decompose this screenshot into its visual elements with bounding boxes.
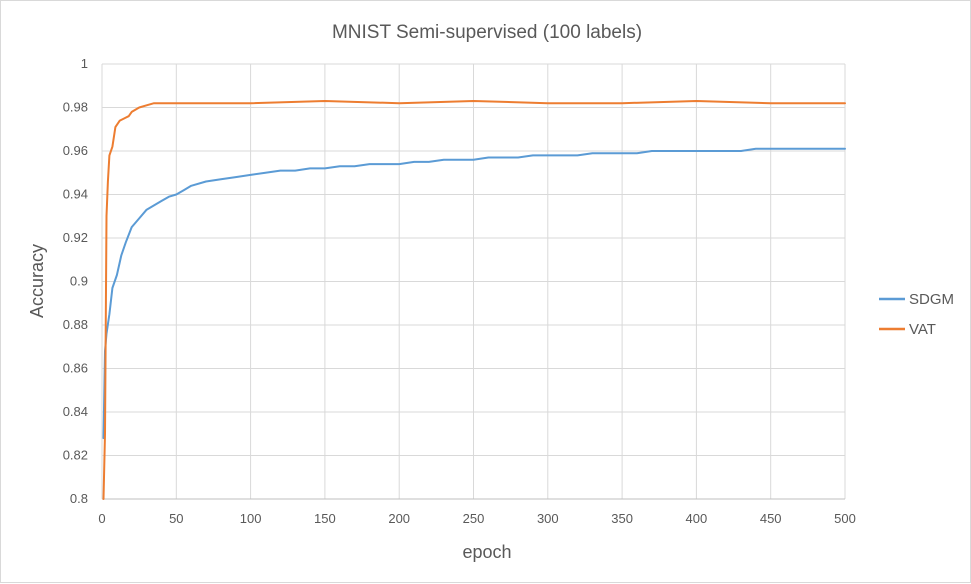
y-axis-ticks: 0.8 0.82 0.84 0.86 0.88 0.9 0.92 0.94 0.96 0.98 1 xyxy=(63,56,88,506)
x-tick-label: 100 xyxy=(240,511,262,526)
series-line-sdgm xyxy=(102,147,846,440)
x-tick-label: 0 xyxy=(98,511,105,526)
x-tick-label: 150 xyxy=(314,511,336,526)
x-tick-label: 500 xyxy=(834,511,856,526)
y-tick-label: 0.82 xyxy=(63,448,88,463)
x-tick-label: 200 xyxy=(388,511,410,526)
y-tick-label: 0.9 xyxy=(70,274,88,289)
y-tick-label: 0.94 xyxy=(63,187,88,202)
y-axis-label: Accuracy xyxy=(27,244,47,318)
x-tick-label: 450 xyxy=(760,511,782,526)
y-tick-label: 0.8 xyxy=(70,491,88,506)
y-tick-label: 0.92 xyxy=(63,230,88,245)
x-tick-label: 400 xyxy=(686,511,708,526)
y-tick-label: 0.88 xyxy=(63,317,88,332)
legend-label-vat: VAT xyxy=(909,321,936,338)
series-line-vat xyxy=(102,100,846,500)
legend: SDGM VAT xyxy=(879,291,954,338)
chart-title: MNIST Semi-supervised (100 labels) xyxy=(332,22,642,43)
x-tick-label: 250 xyxy=(463,511,485,526)
x-tick-label: 50 xyxy=(169,511,183,526)
y-tick-label: 0.96 xyxy=(63,143,88,158)
y-tick-label: 0.84 xyxy=(63,404,88,419)
x-axis-label: epoch xyxy=(462,542,511,562)
legend-label-sdgm: SDGM xyxy=(909,291,954,308)
x-axis-ticks: 0 50 100 150 200 250 300 350 400 450 500 xyxy=(98,511,855,526)
series-lines xyxy=(102,100,846,500)
x-tick-label: 350 xyxy=(611,511,633,526)
x-tick-label: 300 xyxy=(537,511,559,526)
gridlines xyxy=(101,63,846,500)
y-tick-label: 0.98 xyxy=(63,100,88,115)
y-tick-label: 1 xyxy=(81,56,88,71)
y-tick-label: 0.86 xyxy=(63,361,88,376)
